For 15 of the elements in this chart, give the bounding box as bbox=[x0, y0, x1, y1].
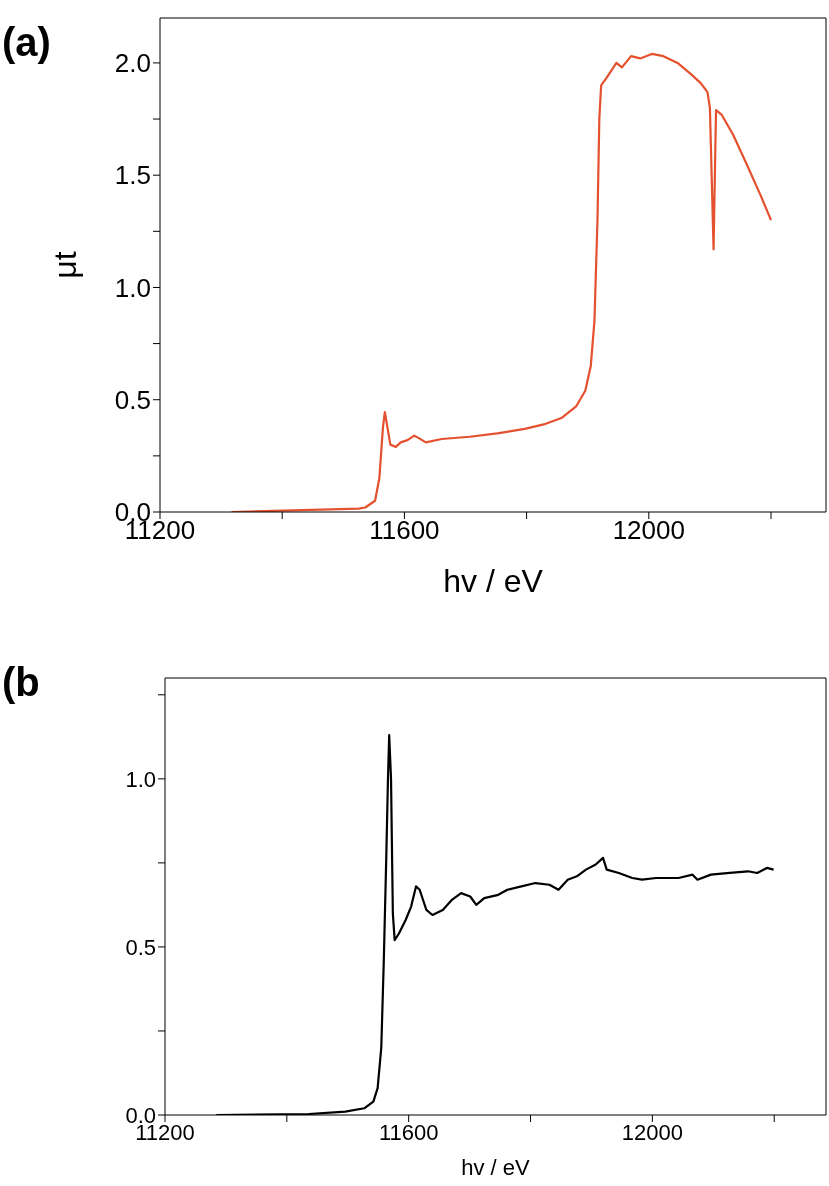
x-tick-label: 11600 bbox=[369, 515, 440, 546]
y-tick-label: 2.0 bbox=[114, 48, 151, 79]
x-axis-title: hv / eV bbox=[443, 563, 544, 599]
y-tick-label: 1.0 bbox=[125, 766, 156, 792]
y-tick-label: 1.0 bbox=[114, 272, 151, 303]
y-tick-label: 1.5 bbox=[114, 160, 151, 191]
y-tick-label: 0.5 bbox=[114, 384, 151, 415]
chart-title: (a) bbox=[2, 20, 51, 65]
x-tick-label: 12000 bbox=[612, 515, 685, 546]
y-tick-label: 0.5 bbox=[125, 934, 156, 960]
x-axis-title: hv / eV bbox=[461, 1155, 531, 1180]
chart-title: (b bbox=[2, 660, 40, 705]
x-tick-label: 12000 bbox=[621, 1119, 683, 1145]
x-tick-label: 11600 bbox=[378, 1119, 439, 1145]
y-axis-title: μt bbox=[47, 251, 84, 279]
